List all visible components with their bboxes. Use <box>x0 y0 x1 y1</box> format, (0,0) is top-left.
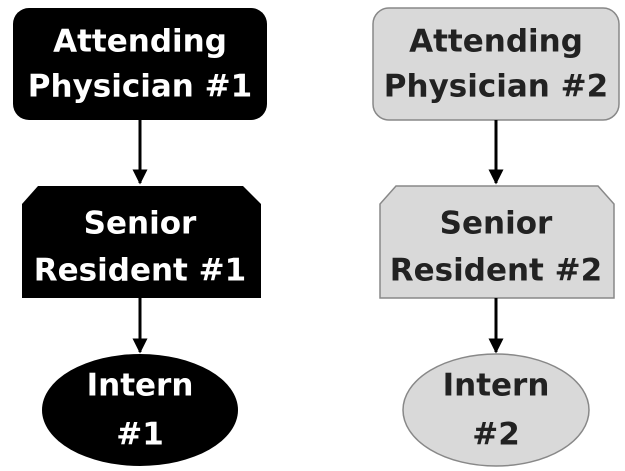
node-label: Intern <box>87 368 194 404</box>
intern-ellipse <box>42 354 238 466</box>
column-1: Attending Physician #1 Senior Resident #… <box>13 8 267 466</box>
node-label: Resident #1 <box>34 253 246 289</box>
column-2: Attending Physician #2 Senior Resident #… <box>372 7 620 467</box>
node-label: Attending <box>53 24 227 60</box>
node-label: Senior <box>440 206 553 242</box>
node-label: Intern <box>443 368 550 404</box>
node-label: Resident #2 <box>390 253 602 289</box>
node-label: Senior <box>84 206 197 242</box>
node-label: Attending <box>409 24 583 60</box>
attending-box <box>13 8 267 120</box>
intern-ellipse <box>402 353 590 467</box>
node-label: Physician #1 <box>28 69 252 105</box>
node-label: #2 <box>472 417 520 453</box>
resident-box <box>22 186 261 298</box>
resident-box <box>379 185 615 299</box>
node-label: #1 <box>116 417 164 453</box>
node-label: Physician #2 <box>384 69 608 105</box>
